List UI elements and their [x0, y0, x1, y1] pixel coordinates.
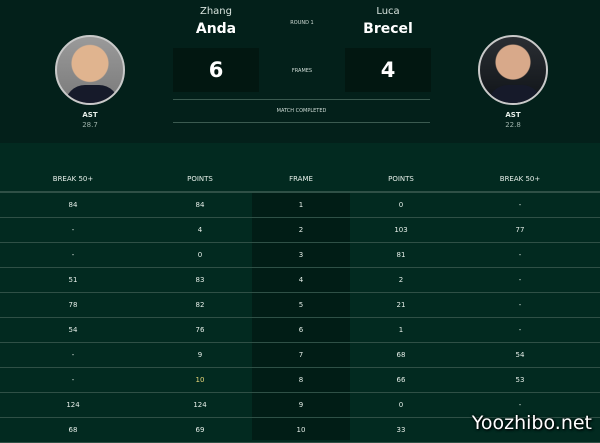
- frame-table: BREAK 50+ POINTS FRAME POINTS BREAK 50+ …: [0, 166, 600, 443]
- table-cell: 0: [197, 251, 203, 259]
- table-row: - 0 3 81 -: [0, 243, 600, 268]
- table-cell: -: [518, 326, 522, 334]
- table-cell: 103: [394, 226, 408, 234]
- table-cell: 84: [68, 201, 78, 209]
- col-header: FRAME: [289, 174, 313, 183]
- table-cell: 1: [398, 326, 404, 334]
- table-cell: 5: [298, 301, 304, 309]
- table-cell: 69: [195, 426, 205, 434]
- table-cell: 1: [298, 201, 304, 209]
- table-cell: -: [71, 351, 75, 359]
- frames-label: FRAMES: [291, 68, 313, 74]
- table-cell: -: [71, 376, 75, 384]
- table-cell: 51: [68, 276, 78, 284]
- table-cell: 4: [197, 226, 203, 234]
- col-header: POINTS: [388, 174, 414, 183]
- round-label: ROUND 1: [290, 20, 314, 26]
- table-cell: 66: [396, 376, 406, 384]
- table-header: BREAK 50+ POINTS FRAME POINTS BREAK 50+: [0, 166, 600, 193]
- table-cell: 84: [195, 201, 205, 209]
- table-row: - 10 8 66 53: [0, 368, 600, 393]
- table-cell: 68: [396, 351, 406, 359]
- table-cell: 124: [193, 401, 207, 409]
- table-cell: -: [518, 401, 522, 409]
- table-cell: 3: [298, 251, 304, 259]
- table-cell: 10: [195, 376, 205, 384]
- table-cell: 78: [68, 301, 78, 309]
- match-header: AST 28.7 AST 22.8 Zhang Anda Luca Brecel…: [0, 0, 600, 143]
- table-cell: -: [518, 201, 522, 209]
- table-cell: -: [518, 251, 522, 259]
- player1-stat: 28.7: [82, 121, 98, 129]
- player2-last-name: Brecel: [363, 21, 413, 37]
- table-row: 84 84 1 0 -: [0, 193, 600, 218]
- table-row: 54 76 6 1 -: [0, 318, 600, 343]
- divider: [173, 99, 430, 100]
- col-header: BREAK 50+: [499, 174, 541, 183]
- table-cell: 0: [398, 201, 404, 209]
- table-cell: 76: [195, 326, 205, 334]
- table-row: 124 124 9 0 -: [0, 393, 600, 418]
- player2-first-name: Luca: [376, 6, 400, 17]
- table-cell: 124: [66, 401, 80, 409]
- table-cell: 2: [298, 226, 304, 234]
- frame-column-bg: [252, 193, 350, 440]
- table-row: - 9 7 68 54: [0, 343, 600, 368]
- table-cell: 8: [298, 376, 304, 384]
- table-cell: 33: [396, 426, 406, 434]
- table-cell: -: [518, 276, 522, 284]
- table-cell: 7: [298, 351, 304, 359]
- table-cell: 83: [195, 276, 205, 284]
- col-header: POINTS: [187, 174, 213, 183]
- table-row: 78 82 5 21 -: [0, 293, 600, 318]
- player2-score: 4: [345, 48, 431, 92]
- table-cell: 9: [298, 401, 304, 409]
- table-cell: 10: [296, 426, 306, 434]
- table-cell: 6: [298, 326, 304, 334]
- table-cell: 81: [396, 251, 406, 259]
- table-row: - 4 2 103 77: [0, 218, 600, 243]
- player1-first-name: Zhang: [199, 6, 232, 17]
- table-cell: 82: [195, 301, 205, 309]
- table-cell: 9: [197, 351, 203, 359]
- player1-score: 6: [173, 48, 259, 92]
- table-cell: -: [518, 301, 522, 309]
- player2-nationality: AST: [505, 111, 521, 119]
- player1-last-name: Anda: [195, 21, 237, 37]
- table-cell: 54: [68, 326, 78, 334]
- table-cell: 77: [515, 226, 525, 234]
- divider: [173, 122, 430, 123]
- table-cell: -: [71, 251, 75, 259]
- table-cell: 54: [515, 351, 525, 359]
- player2-avatar: [478, 35, 548, 105]
- table-cell: 21: [396, 301, 406, 309]
- table-cell: 0: [398, 401, 404, 409]
- watermark: Yoozhibo.net: [471, 412, 592, 434]
- table-cell: 68: [68, 426, 78, 434]
- table-row: 51 83 4 2 -: [0, 268, 600, 293]
- match-status: MATCH COMPLETED: [276, 108, 327, 114]
- player1-avatar: [55, 35, 125, 105]
- table-cell: 4: [298, 276, 304, 284]
- table-cell: 53: [515, 376, 525, 384]
- player2-stat: 22.8: [505, 121, 521, 129]
- table-cell: 2: [398, 276, 404, 284]
- col-header: BREAK 50+: [52, 174, 94, 183]
- player1-nationality: AST: [82, 111, 98, 119]
- table-cell: -: [71, 226, 75, 234]
